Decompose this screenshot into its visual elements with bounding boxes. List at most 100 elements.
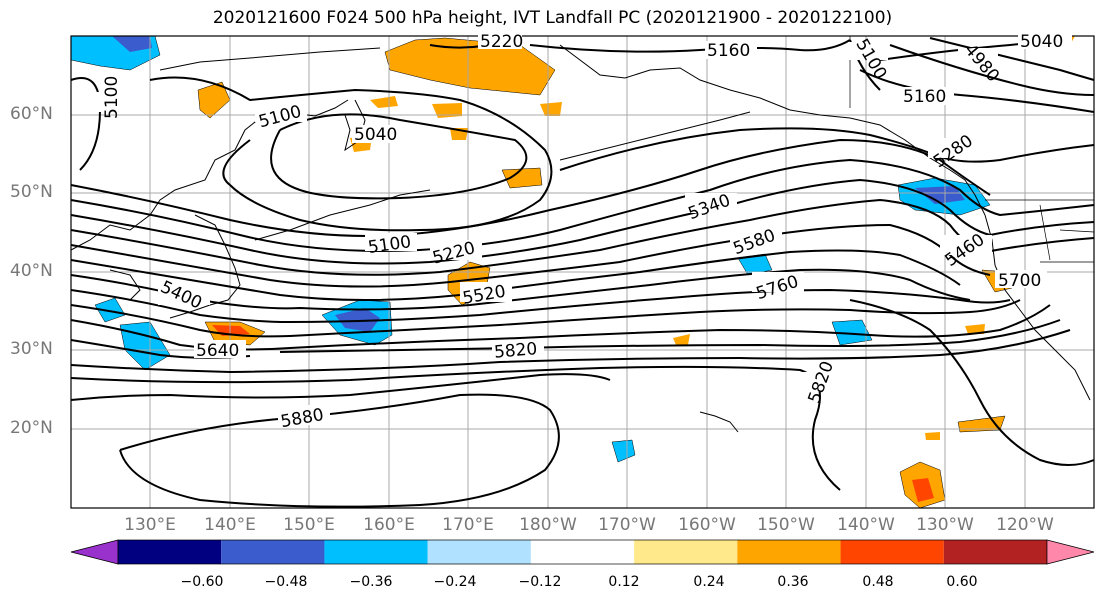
contour-5820 xyxy=(70,373,611,401)
colorbar-tick-label: −0.12 xyxy=(518,574,562,590)
coast-siberia-n xyxy=(159,47,381,71)
contour-label: 5100 xyxy=(102,76,122,119)
colorbar-extend-min xyxy=(70,539,119,565)
coast-bc xyxy=(849,117,986,216)
contour-5640-b xyxy=(279,319,1061,353)
contour-5160-ne xyxy=(859,69,1095,113)
colorbar-tick-label: −0.36 xyxy=(349,574,393,590)
contour-label: 5220 xyxy=(480,32,523,52)
coast-alaska-w xyxy=(559,44,851,119)
neg-anomaly-170w xyxy=(611,439,636,463)
lon-label: 170°W xyxy=(598,515,656,535)
lon-label: 140°E xyxy=(204,515,256,535)
lat-label: 60°N xyxy=(10,104,53,124)
contour-label: 5160 xyxy=(707,41,750,61)
neg-anomaly-japan xyxy=(94,297,126,323)
colorbar-segment xyxy=(634,540,738,564)
lon-label: 130°E xyxy=(124,515,176,535)
shaded-anomalies xyxy=(70,35,1075,509)
contour-5040-ne xyxy=(879,39,1061,61)
contour-label: 5820 xyxy=(493,339,538,363)
contour-5460 xyxy=(70,288,1011,324)
contour-5520 xyxy=(70,299,1021,338)
pos-anomaly-alaska xyxy=(384,37,556,96)
lat-label: 40°N xyxy=(10,261,53,281)
contour-5280 xyxy=(559,127,1095,171)
contour-5700 xyxy=(70,329,1071,374)
map-title: 2020121600 F024 500 hPa height, IVT Land… xyxy=(212,8,893,28)
coast-kamchatka xyxy=(344,99,366,152)
lon-label: 150°W xyxy=(757,515,815,535)
colorbar-segment xyxy=(943,540,1047,564)
contour-label: 5640 xyxy=(196,341,239,361)
coastlines xyxy=(70,44,1091,433)
coast-alaska-pen xyxy=(559,111,751,161)
contour-5400 xyxy=(70,268,971,311)
colorbar-segment xyxy=(118,540,222,564)
hawaii xyxy=(699,411,739,433)
neg-anomaly-japan-s xyxy=(119,321,171,371)
lat-label: 20°N xyxy=(10,418,53,438)
contour-label: 5700 xyxy=(998,271,1041,291)
contour-5040-loop xyxy=(270,113,528,200)
lon-label: 130°W xyxy=(916,515,974,535)
colorbar-tick-label: 0.12 xyxy=(608,574,640,590)
contour-ne-extra xyxy=(929,37,1095,81)
neg-core-bc xyxy=(915,186,965,204)
pos-anomaly-small-3 xyxy=(925,432,940,440)
neg-anomaly-145w xyxy=(831,319,873,346)
pos-anomaly-small-1 xyxy=(965,324,985,334)
contour-b xyxy=(70,178,1095,265)
contour-d xyxy=(70,249,961,301)
lat-label: 30°N xyxy=(10,339,53,359)
colorbar-tick-label: 0.48 xyxy=(862,574,894,590)
lon-label: 170°E xyxy=(442,515,494,535)
contour-label: 5040 xyxy=(1020,32,1063,52)
colorbar xyxy=(70,539,1095,565)
neg-core-nw xyxy=(112,36,152,52)
coast-west-us xyxy=(984,214,1091,401)
colorbar-segment xyxy=(221,540,325,564)
colorbar-tick-label: −0.24 xyxy=(433,574,477,590)
pos-anomaly-siberia xyxy=(197,81,231,119)
coast-korea xyxy=(109,269,141,301)
colorbar-segments xyxy=(117,539,1048,565)
map-frame xyxy=(70,35,1095,509)
lon-label: 150°E xyxy=(283,515,335,535)
contour-c xyxy=(70,223,991,288)
contour-label: 5160 xyxy=(903,87,946,107)
pos-anomaly-2 xyxy=(432,103,462,118)
pos-anomaly-small-4 xyxy=(673,334,690,345)
lon-label: 180°W xyxy=(519,515,577,535)
colorbar-tick-label: −0.48 xyxy=(264,574,308,590)
contour-5100-nwloop xyxy=(149,76,553,232)
contour-5820-b xyxy=(849,299,1095,466)
pos-anomaly-1 xyxy=(370,96,398,108)
colorbar-tick-label: 0.60 xyxy=(946,574,978,590)
contour-5340 xyxy=(70,138,991,237)
pos-core-130w xyxy=(912,478,934,502)
lon-label: 140°W xyxy=(837,515,895,535)
contour-a xyxy=(70,158,1095,252)
lon-label: 160°W xyxy=(678,515,736,535)
pos-anomaly-5 xyxy=(501,167,543,189)
colorbar-segment xyxy=(737,540,841,564)
aleutians xyxy=(254,189,431,241)
colorbar-tick-label: 0.24 xyxy=(693,574,725,590)
colorbar-segment xyxy=(427,540,531,564)
lon-label: 160°E xyxy=(363,515,415,535)
colorbar-tick-label: −0.60 xyxy=(180,574,224,590)
contour-5760 xyxy=(70,365,841,491)
border-states xyxy=(1039,204,1095,263)
colorbar-extend-max xyxy=(1046,539,1095,565)
contour-label: 5040 xyxy=(354,125,397,145)
colorbar-segment xyxy=(324,540,428,564)
colorbar-segment xyxy=(530,540,635,564)
coast-japan xyxy=(169,214,241,319)
lat-label: 50°N xyxy=(10,182,53,202)
neg-core-160e xyxy=(335,308,380,332)
contour-4980-ne xyxy=(889,44,1095,96)
lon-label: 120°W xyxy=(996,515,1054,535)
pos-anomaly-4 xyxy=(540,102,562,116)
